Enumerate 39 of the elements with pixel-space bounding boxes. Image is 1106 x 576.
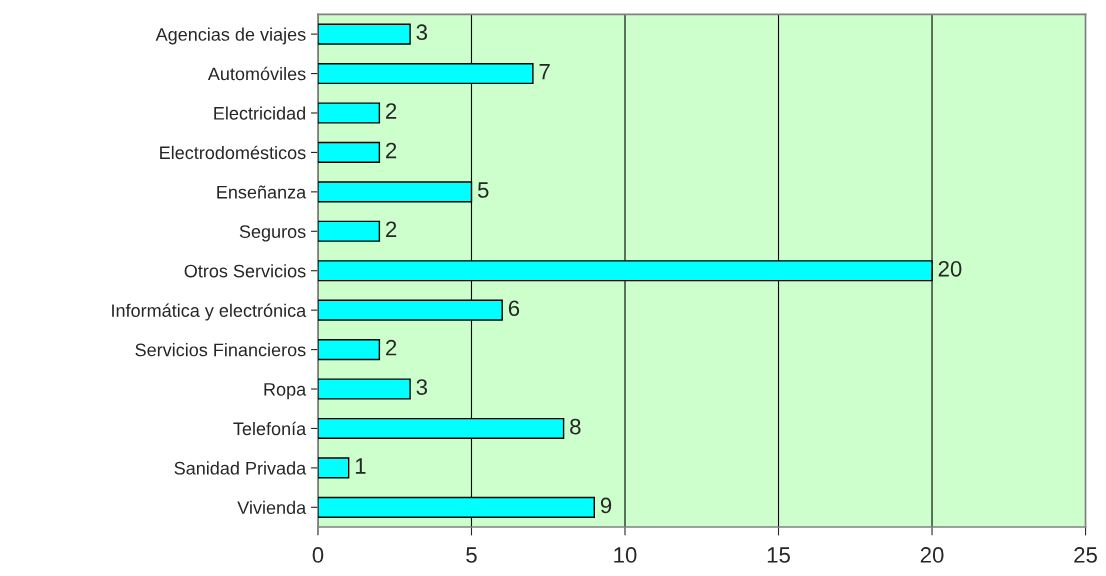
bar	[317, 23, 411, 45]
data-label: 6	[508, 300, 520, 317]
y-tick-label: Telefonía	[233, 421, 307, 436]
x-tick-label: 20	[920, 547, 944, 563]
data-label: 8	[570, 418, 581, 435]
data-label: 5	[477, 182, 489, 198]
y-tick-label: Agencias de viajes	[155, 27, 306, 45]
data-label: 2	[386, 142, 397, 159]
bar	[317, 457, 350, 479]
y-tick-label: Vivienda	[237, 500, 307, 515]
bar	[317, 339, 381, 361]
y-tick-label: Servicios Financieros	[135, 343, 306, 357]
y-tick-label: Ropa	[264, 383, 307, 400]
x-tick-label: 10	[614, 547, 637, 563]
x-tick-label: 0	[312, 547, 324, 563]
x-tick-label: 15	[767, 547, 790, 563]
y-tick-label: Sanidad Privada	[174, 461, 307, 475]
data-label: 2	[386, 339, 397, 356]
data-label: 20	[938, 260, 962, 277]
y-tick-label: Automóviles	[207, 66, 306, 81]
y-tick-label: Seguros	[239, 225, 306, 242]
data-label: 1	[355, 458, 366, 474]
data-label: 3	[416, 24, 428, 41]
data-label: 2	[386, 221, 397, 238]
data-label: 2	[386, 103, 397, 119]
bar	[317, 378, 411, 400]
y-tick-label: Enseñanza	[217, 185, 307, 199]
data-label: 3	[416, 379, 428, 395]
x-tick-label: 5	[466, 547, 477, 563]
bar	[317, 141, 381, 163]
y-tick-label: Electricidad	[214, 106, 306, 120]
y-tick-label: Electrodomésticos	[160, 145, 306, 160]
x-tick-label: 25	[1074, 547, 1097, 563]
bar	[317, 220, 381, 242]
data-label: 7	[539, 64, 550, 80]
bar	[317, 102, 381, 124]
y-tick-label: Informática y electrónica	[112, 303, 307, 321]
y-tick-label: Otros Servicios	[184, 264, 306, 278]
data-label: 9	[600, 497, 612, 514]
